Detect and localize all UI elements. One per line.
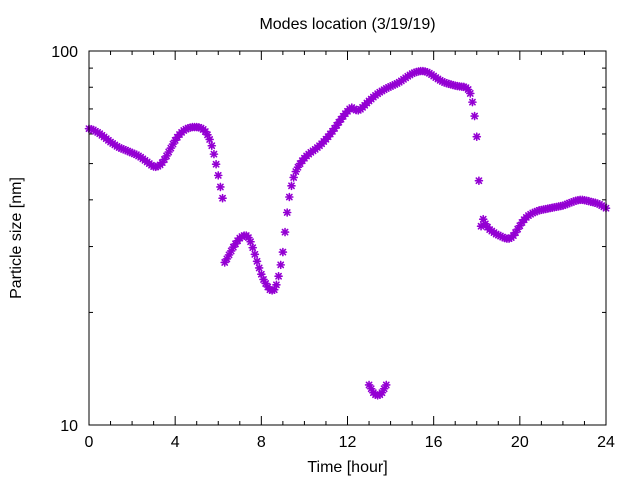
x-tick-label: 8 xyxy=(257,434,266,451)
y-axis-label: Particle size [nm] xyxy=(8,177,25,299)
data-point xyxy=(216,182,225,192)
x-tick-label: 4 xyxy=(171,434,180,451)
data-point xyxy=(209,149,219,159)
data-point xyxy=(282,208,292,217)
data-point xyxy=(287,181,296,191)
data-point xyxy=(207,141,217,151)
data-point xyxy=(248,243,258,252)
data-point xyxy=(470,111,479,121)
y-tick-label: 10 xyxy=(60,418,78,435)
x-tick-label: 24 xyxy=(597,434,615,451)
data-point xyxy=(272,280,281,290)
x-tick-label: 16 xyxy=(425,434,443,451)
data-point xyxy=(276,260,286,270)
data-point xyxy=(205,135,214,144)
data-point xyxy=(252,256,262,266)
x-axis-label: Time [hour] xyxy=(307,459,387,476)
data-point xyxy=(218,193,227,203)
data-point xyxy=(254,263,264,273)
data-point xyxy=(472,132,482,142)
data-point xyxy=(278,247,288,257)
y-tick-label: 100 xyxy=(51,44,78,61)
data-points xyxy=(84,66,611,400)
data-point xyxy=(274,271,283,281)
data-point xyxy=(211,159,221,169)
data-point xyxy=(465,89,475,98)
data-point xyxy=(280,227,290,237)
x-tick-label: 12 xyxy=(339,434,357,451)
data-point xyxy=(213,171,223,180)
data-point xyxy=(474,176,484,185)
plot-frame xyxy=(88,50,607,426)
data-point xyxy=(250,250,260,259)
chart-title: Modes location (3/19/19) xyxy=(259,16,435,33)
x-tick-label: 0 xyxy=(85,434,94,451)
data-point xyxy=(381,380,391,390)
data-point xyxy=(468,97,477,107)
data-point xyxy=(285,192,294,202)
x-tick-label: 20 xyxy=(511,434,529,451)
tick-labels: 0 4 8 12 16 20 24 10 100 xyxy=(51,44,615,451)
